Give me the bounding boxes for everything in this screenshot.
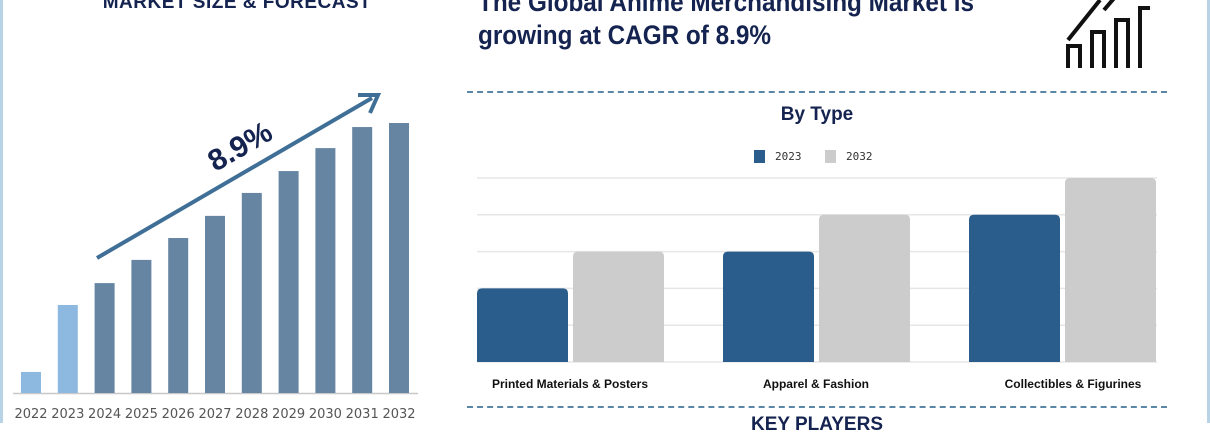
bar-2024 (94, 283, 115, 393)
legend-swatch-2032 (825, 150, 836, 163)
cagr-annotation: 8.9% (202, 115, 278, 178)
main-title-line2: growing at CAGR of 8.9% (478, 20, 771, 50)
bar-2031 (352, 127, 373, 394)
tick-label-2027: 2027 (198, 407, 231, 422)
tick-label-2024: 2024 (88, 407, 121, 422)
bar-2023 (723, 251, 814, 362)
tick-label-2025: 2025 (125, 407, 158, 422)
bar-2027 (205, 215, 225, 393)
market-size-chart: 2022 2023 2024 2025 2026 2027 2028 2029 2030 2031… (13, 93, 418, 422)
legend-label-2023: 2023 (775, 150, 802, 163)
main-title: The Global Anime Merchandising Market is… (478, 0, 974, 52)
bar-2023 (57, 304, 78, 393)
bar-2032 (573, 251, 664, 362)
tick-label-2026: 2026 (162, 407, 195, 422)
bar-2026 (168, 238, 189, 393)
bar-2023 (477, 288, 568, 362)
legend-label-2032: 2032 (846, 150, 873, 163)
category-label: Apparel & Fashion (762, 377, 869, 391)
tick-label-2031: 2031 (346, 407, 379, 422)
main-title-line1: The Global Anime Merchandising Market is (478, 0, 975, 17)
category-label: Printed Materials & Posters (491, 377, 649, 391)
bar-2032 (389, 123, 409, 393)
tick-label-2032: 2032 (382, 407, 415, 422)
left-chart-title: MARKET SIZE & FORECAST (102, 0, 372, 13)
tick-label-2022: 2022 (14, 407, 47, 422)
bar-2029 (278, 171, 299, 393)
tick-label-2023: 2023 (51, 407, 84, 422)
bar-2028 (241, 192, 262, 393)
by-type-chart (477, 177, 1157, 363)
bar-2032 (1065, 178, 1156, 362)
right-border (1207, 0, 1210, 423)
category-label: Collectibles & Figurines (1004, 377, 1142, 391)
key-players-title: KEY PLAYERS (751, 414, 883, 435)
tick-label-2028: 2028 (235, 407, 268, 422)
bar-2022 (21, 371, 41, 393)
divider-bottom (467, 406, 1167, 408)
trend-arrow (95, 96, 374, 260)
bar-2032 (819, 214, 910, 362)
trend-arrowhead (358, 93, 382, 114)
left-border (0, 0, 3, 423)
legend-2023: 2023 (754, 150, 802, 163)
tick-label-2029: 2029 (272, 407, 305, 422)
bar-2030 (315, 148, 336, 393)
tick-label-2030: 2030 (309, 407, 342, 422)
by-type-title: By Type (780, 104, 854, 125)
legend-swatch-2023 (754, 150, 765, 163)
bar-2025 (131, 259, 152, 393)
bar-2023 (969, 214, 1060, 362)
divider-top (467, 91, 1167, 93)
legend-2032: 2032 (825, 150, 873, 163)
growth-bar-chart-icon (1066, 0, 1150, 68)
